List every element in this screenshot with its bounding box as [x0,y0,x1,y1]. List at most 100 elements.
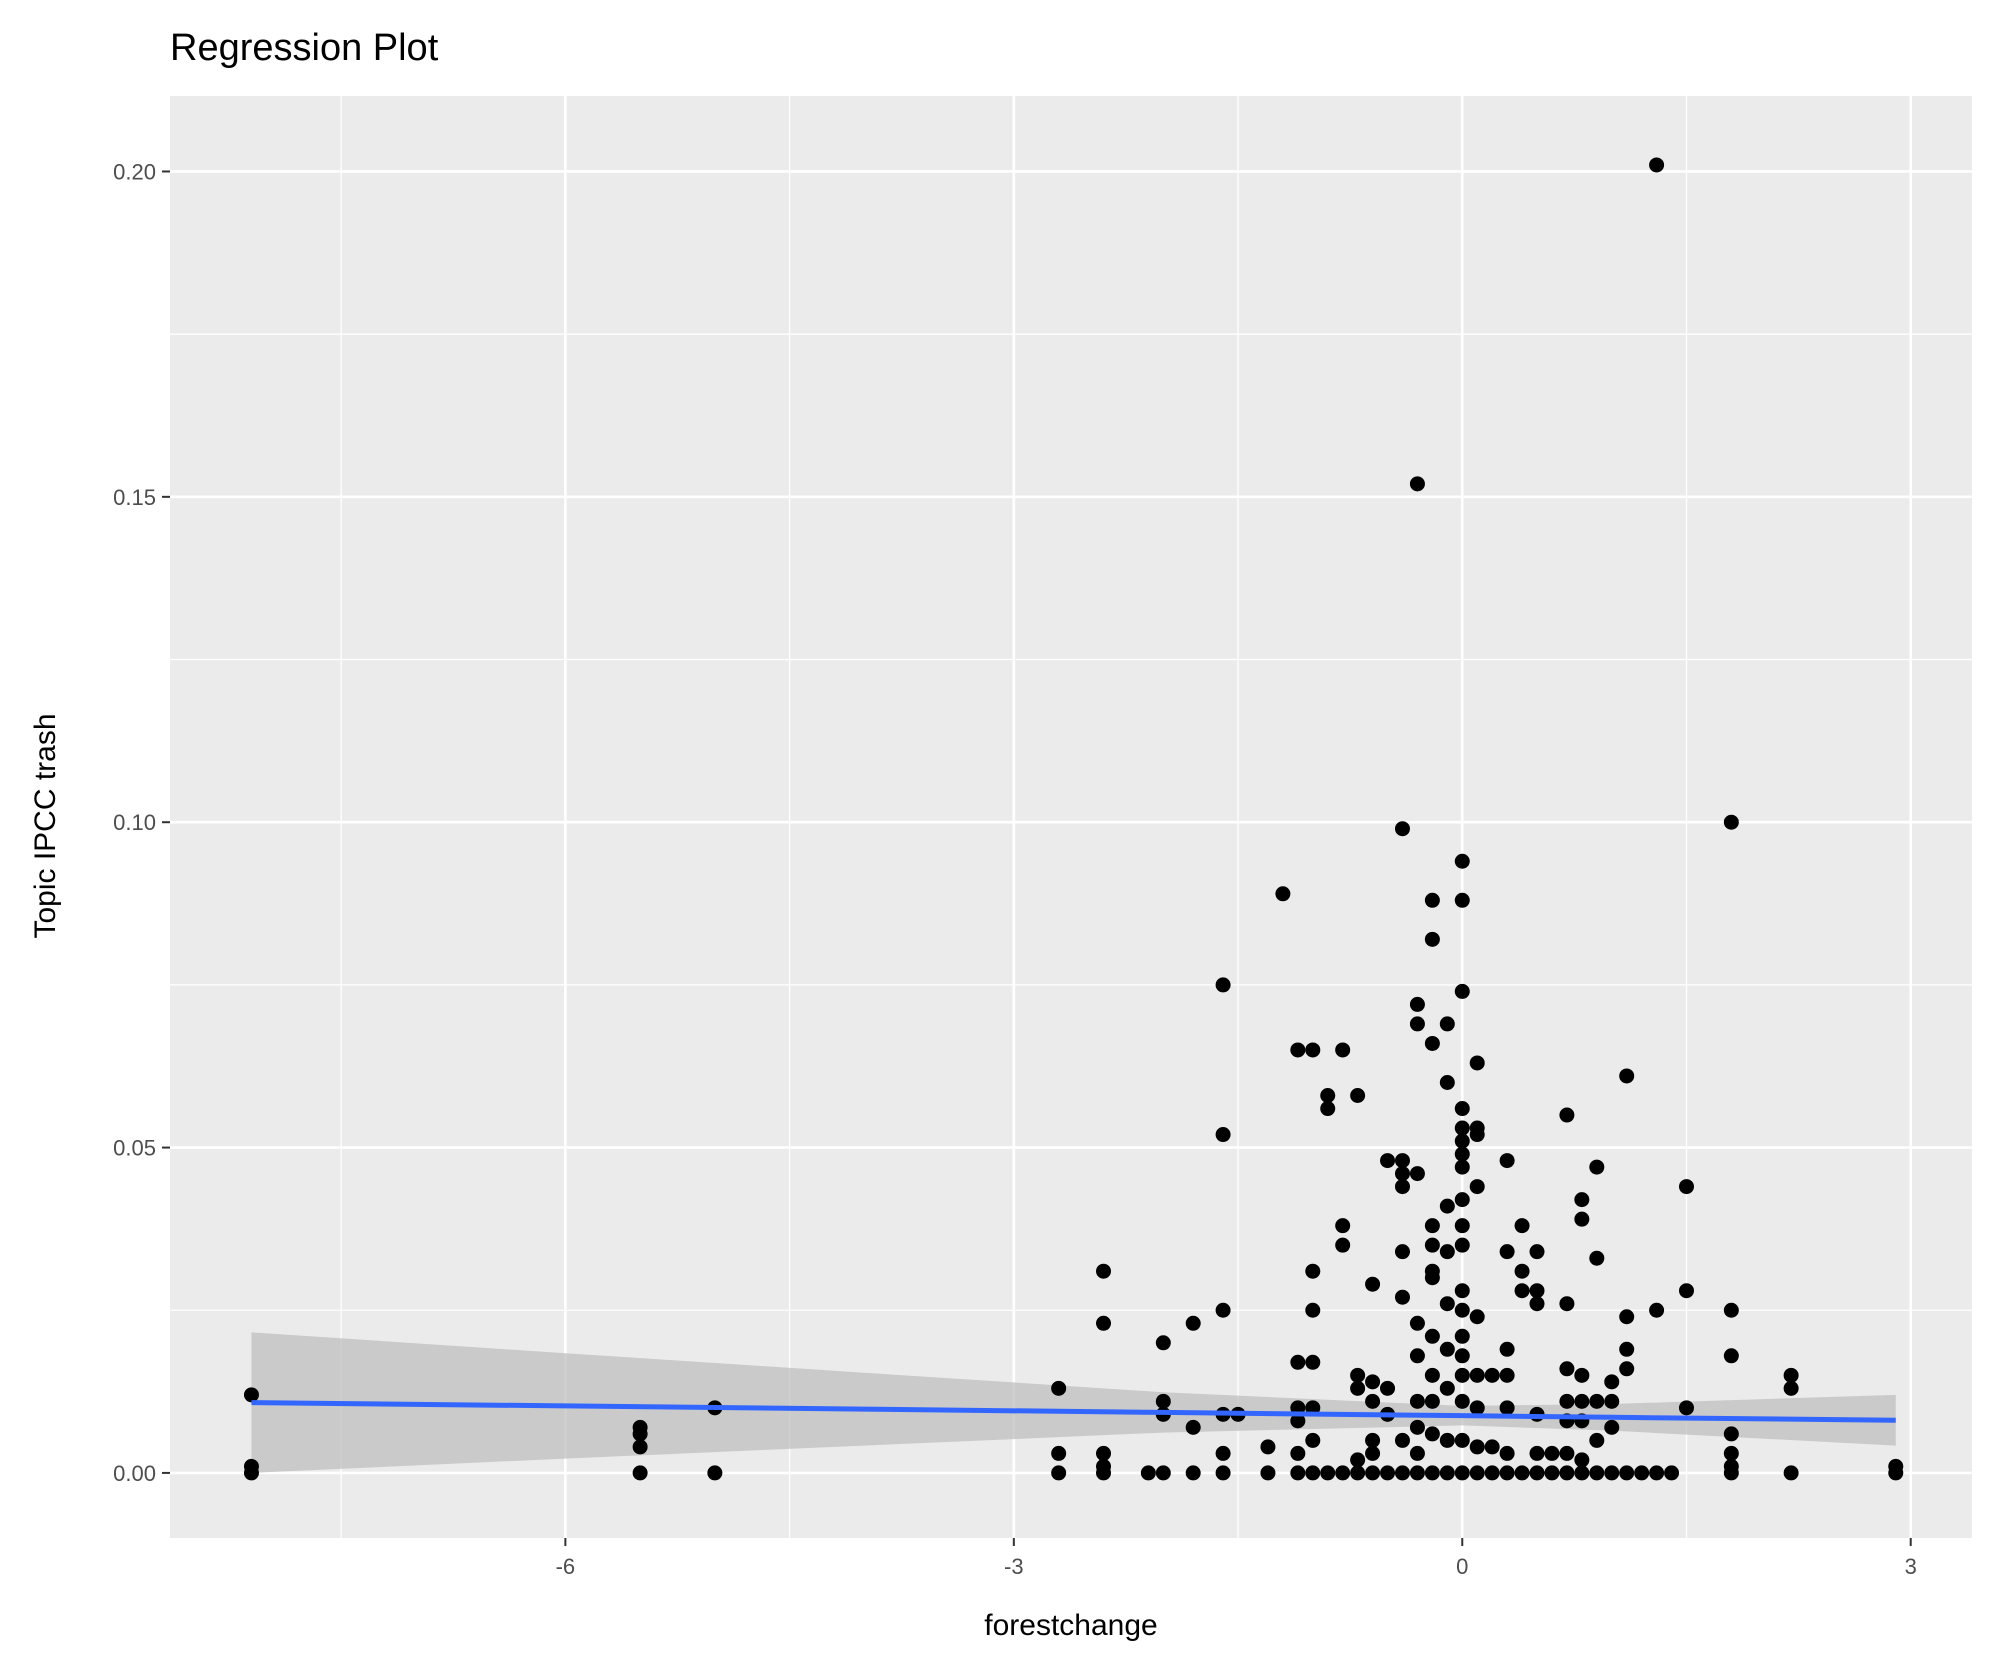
data-point [1454,1348,1470,1364]
data-point [1320,1101,1336,1117]
data-point [1290,1354,1306,1370]
y-tick-label: 0.20 [113,159,156,184]
plot-panel [170,96,1972,1538]
data-point [1454,1101,1470,1117]
data-point [1320,1088,1336,1104]
data-point [1723,1426,1739,1442]
data-point [1574,1211,1590,1227]
data-point [1096,1263,1112,1279]
data-point [1305,1465,1321,1481]
data-point [1649,157,1665,173]
chart-title: Regression Plot [170,27,439,69]
data-point [1783,1465,1799,1481]
data-point [1305,1042,1321,1058]
data-point [1454,1218,1470,1234]
data-point [1589,1250,1605,1266]
fit-line-path [251,1400,1896,1423]
data-point [1544,1465,1560,1481]
data-point [243,1465,259,1481]
data-point [1783,1367,1799,1383]
data-point [1499,1153,1515,1169]
data-point [1380,1465,1396,1481]
data-point [1559,1465,1575,1481]
data-point [1439,1296,1455,1312]
data-point [1155,1393,1171,1409]
x-tick-label: -3 [1004,1554,1024,1579]
data-point [1559,1361,1575,1377]
data-point [1469,1400,1485,1416]
data-point [1454,892,1470,908]
grid [170,96,1972,1538]
data-point [1439,1016,1455,1032]
data-point [1454,1328,1470,1344]
data-point [1424,1237,1440,1253]
data-point [1409,1445,1425,1461]
regression-line [251,1400,1896,1423]
data-point [1454,1367,1470,1383]
x-tick-label: -6 [556,1554,576,1579]
data-point [1619,1068,1635,1084]
data-point [1559,1393,1575,1409]
data-point [1469,1309,1485,1325]
data-point [1678,1400,1694,1416]
y-tick-label: 0.10 [113,810,156,835]
data-point [1096,1465,1112,1481]
data-point [1350,1367,1366,1383]
data-point [1514,1218,1530,1234]
data-point [1365,1445,1381,1461]
data-point [1484,1465,1500,1481]
data-point [1424,1270,1440,1286]
y-tick-label: 0.00 [113,1461,156,1486]
data-point [1424,892,1440,908]
data-point [1604,1393,1620,1409]
data-point [1454,1393,1470,1409]
y-tick-label: 0.05 [113,1136,156,1161]
data-point [1409,996,1425,1012]
data-point [1350,1465,1366,1481]
data-point [1454,983,1470,999]
confidence-band [251,1332,1896,1473]
x-tick-label: 3 [1905,1554,1917,1579]
data-point [1424,1426,1440,1442]
data-point [1335,1218,1351,1234]
data-point [632,1465,648,1481]
data-point [1275,886,1291,902]
data-point [1409,1166,1425,1182]
data-point [632,1439,648,1455]
data-point [1215,1127,1231,1143]
data-point [1305,1263,1321,1279]
data-point [1499,1367,1515,1383]
data-point [1096,1445,1112,1461]
data-point [1424,1367,1440,1383]
data-point [1424,1465,1440,1481]
data-point [1439,1465,1455,1481]
data-point [1559,1445,1575,1461]
data-point [1365,1393,1381,1409]
data-point [1499,1400,1515,1416]
data-point [1215,1445,1231,1461]
data-point [1365,1374,1381,1390]
data-point [1454,1465,1470,1481]
x-tick-label: 0 [1456,1554,1468,1579]
data-point [1649,1465,1665,1481]
data-points [243,157,1904,1481]
data-point [1409,1465,1425,1481]
data-point [1350,1380,1366,1396]
data-point [1559,1296,1575,1312]
data-point [1439,1074,1455,1090]
data-point [1155,1335,1171,1351]
data-point [1469,1439,1485,1455]
data-point [1678,1283,1694,1299]
data-point [1335,1237,1351,1253]
data-point [1185,1419,1201,1435]
data-point [1305,1432,1321,1448]
data-point [1439,1244,1455,1260]
data-point [1380,1153,1396,1169]
data-point [1529,1283,1545,1299]
data-point [1723,1445,1739,1461]
data-point [1664,1465,1680,1481]
data-point [1678,1179,1694,1195]
data-point [1574,1452,1590,1468]
data-point [1409,1016,1425,1032]
